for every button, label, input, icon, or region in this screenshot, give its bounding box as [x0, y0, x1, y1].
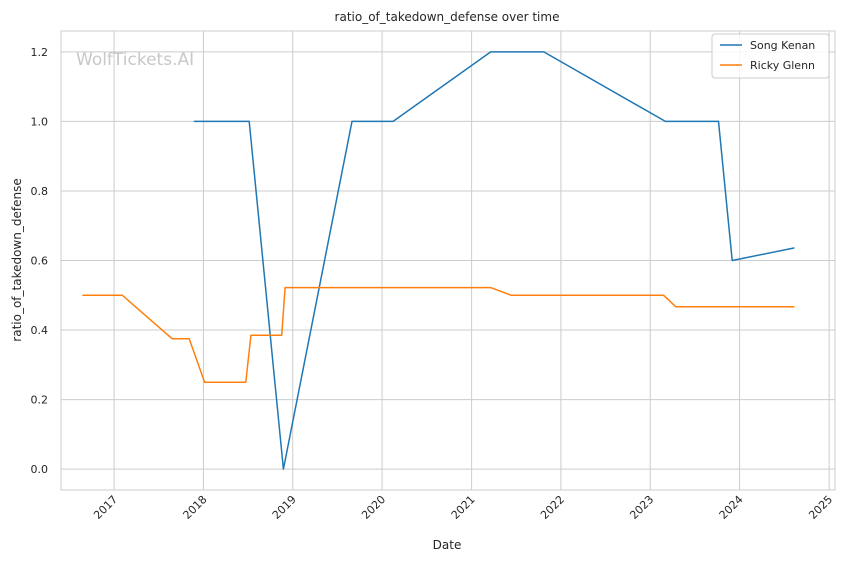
y-tick-label: 0.4 — [31, 324, 49, 337]
chart-title: ratio_of_takedown_defense over time — [335, 10, 560, 24]
grid — [61, 31, 835, 490]
y-axis-label: ratio_of_takedown_defense — [10, 178, 24, 341]
legend: Song Kenan Ricky Glenn — [711, 33, 830, 79]
y-tick-label: 0.6 — [31, 255, 49, 268]
axes-frame — [60, 30, 836, 491]
series-layer — [82, 51, 795, 470]
x-axis-label: Date — [433, 538, 462, 552]
y-tick-label: 0.2 — [31, 394, 49, 407]
y-tick-label: 1.0 — [31, 115, 49, 128]
legend-label: Ricky Glenn — [750, 59, 815, 72]
legend-label: Song Kenan — [750, 39, 815, 52]
series-line-ricky-glenn — [82, 286, 795, 383]
plot-border — [60, 30, 836, 491]
y-tick-label: 1.2 — [31, 46, 49, 59]
watermark: WolfTickets.AI — [76, 50, 194, 70]
series-line-song-kenan — [193, 51, 795, 470]
y-tick-label: 0.0 — [31, 463, 49, 476]
y-tick-label: 0.8 — [31, 185, 49, 198]
